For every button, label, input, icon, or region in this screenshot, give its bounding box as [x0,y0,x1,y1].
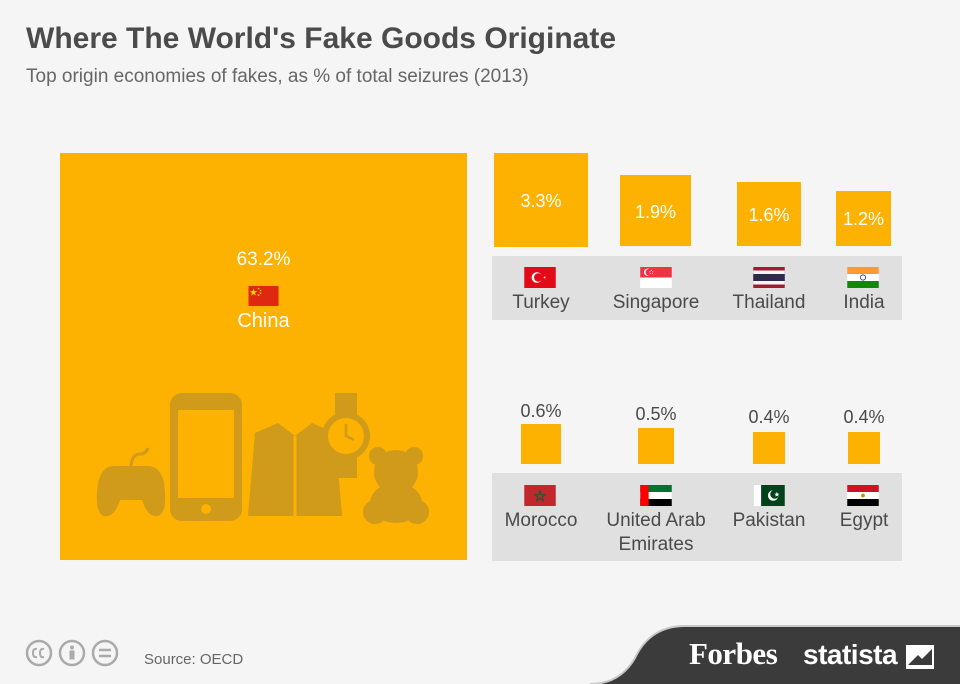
singapore-flag [640,267,672,288]
morocco-label: Morocco [504,510,578,531]
singapore-value-label: 1.9% [634,202,677,222]
pakistan-square [753,432,785,464]
uae-flag [640,485,672,506]
statista-logo-icon [906,645,934,669]
singapore-label: Singapore [612,292,700,313]
india-label: India [843,292,885,313]
egypt-flag [847,485,879,506]
jacket-icon [248,423,342,516]
nd-icon [91,639,119,667]
india-flag [847,267,879,288]
thailand-label: Thailand [732,292,806,313]
pakistan-flag [753,485,785,506]
turkey-square: 3.3% [494,153,588,247]
row2-label-band [492,473,902,561]
license-icons [25,639,119,667]
thailand-flag [753,267,785,288]
turkey-flag [524,267,556,288]
chart-title: Where The World's Fake Goods Originate [26,22,617,55]
egypt-square [848,432,880,464]
morocco-flag [524,485,556,506]
pakistan-value-label: 0.4% [748,407,790,427]
uae-value-label: 0.5% [635,404,677,424]
cc-icon [25,639,53,667]
china-flag [248,286,279,306]
counterfeit-goods-illustration [96,393,429,524]
source-note: Source: OECD [144,651,244,668]
india-value-label: 1.2% [842,209,885,229]
uae-label: United Arab Emirates [606,510,706,555]
chart-subtitle: Top origin economies of fakes, as % of t… [26,66,529,87]
by-icon [58,639,86,667]
morocco-value-label: 0.6% [520,401,562,421]
morocco-square [521,424,561,464]
thailand-value-label: 1.6% [748,205,790,225]
row1-label-band [492,256,902,320]
pakistan-label: Pakistan [732,510,806,531]
india-square: 1.2% [836,191,891,246]
china-square: 63.2% China [60,153,467,560]
turkey-value-label: 3.3% [520,191,562,211]
smartphone-icon [170,393,242,521]
game-controller-icon [96,447,166,517]
teddy-bear-icon [363,447,429,524]
egypt-value-label: 0.4% [843,407,885,427]
singapore-square: 1.9% [620,175,691,246]
forbes-logo: Forbes [689,636,778,671]
wristwatch-icon [322,393,370,478]
china-value-label: 63.2% [236,249,291,270]
egypt-label: Egypt [839,510,889,531]
footer-banner [590,625,960,684]
thailand-square: 1.6% [737,182,801,246]
turkey-label: Turkey [512,292,570,313]
statista-logo: statista [803,639,898,670]
china-country-label: China [237,310,290,332]
uae-square [638,428,674,464]
